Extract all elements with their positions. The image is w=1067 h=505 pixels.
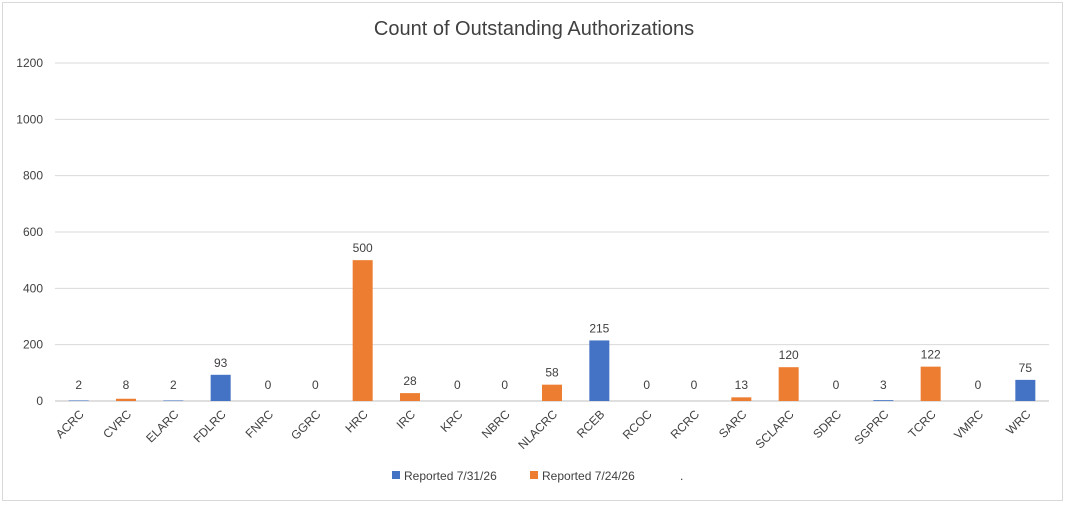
data-label-wrc: 75	[1019, 361, 1033, 375]
bar-elarc	[163, 400, 184, 401]
category-label-acrc: ACRC	[53, 407, 87, 441]
data-label-nbrc: 0	[501, 378, 508, 392]
data-label-cvrc: 8	[123, 378, 130, 392]
y-tick-label: 200	[23, 338, 43, 352]
data-label-elarc: 2	[170, 378, 177, 392]
category-label-cvrc: CVRC	[100, 407, 134, 441]
category-label-vmrc: VMRC	[951, 407, 986, 442]
category-label-rcoc: RCOC	[620, 407, 655, 442]
data-label-nlacrc: 58	[545, 366, 559, 380]
data-label-vmrc: 0	[975, 378, 982, 392]
y-tick-label: 1000	[16, 112, 43, 126]
y-tick-label: 0	[36, 394, 43, 408]
data-label-hrc: 500	[353, 241, 373, 255]
data-label-sclarc: 120	[779, 348, 799, 362]
bar-sgprc	[873, 400, 894, 401]
data-label-sgprc: 3	[880, 378, 887, 392]
category-label-hrc: HRC	[343, 407, 372, 436]
data-label-rcrc: 0	[691, 378, 698, 392]
legend-swatch	[392, 471, 400, 479]
legend: Reported 7/31/26 Reported 7/24/26.	[392, 469, 683, 483]
bar-sclarc	[778, 367, 799, 401]
category-label-fdlrc: FDLRC	[191, 407, 229, 445]
legend-label: Reported 7/31/26	[404, 469, 497, 483]
data-label-sdrc: 0	[833, 378, 840, 392]
category-label-fnrc: FNRC	[243, 407, 277, 441]
y-tick-label: 600	[23, 225, 43, 239]
bar-nlacrc	[542, 384, 562, 401]
category-label-elarc: ELARC	[143, 407, 181, 445]
bar-tcrc	[920, 366, 941, 401]
legend-item-1: Reported 7/31/26	[392, 469, 497, 483]
y-tick-label: 800	[23, 169, 43, 183]
bar-irc	[400, 393, 420, 401]
bar-cvrc	[116, 398, 136, 401]
y-tick-label: 1200	[16, 56, 43, 70]
category-label-tcrc: TCRC	[905, 407, 939, 441]
bar-sarc	[731, 397, 752, 401]
data-label-fnrc: 0	[265, 378, 272, 392]
data-label-rceb: 215	[589, 321, 609, 335]
bar-hrc	[352, 260, 373, 401]
category-label-ggrc: GGRC	[288, 407, 324, 443]
bar-wrc	[1015, 379, 1036, 401]
bar-acrc	[68, 400, 89, 401]
x-axis-category-labels: ACRC CVRC ELARC FDLRC FNRC GGRC HRC IRC KRC NBRC N…	[53, 407, 1034, 452]
data-label-tcrc: 122	[921, 348, 941, 362]
category-label-sdrc: SDRC	[810, 407, 844, 441]
y-tick-label: 400	[23, 281, 43, 295]
legend-label: Reported 7/24/26	[542, 469, 635, 483]
legend-swatch	[530, 471, 538, 479]
category-label-rcrc: RCRC	[668, 407, 703, 442]
category-label-krc: KRC	[438, 407, 466, 435]
data-label-irc: 28	[403, 374, 417, 388]
legend-label: .	[680, 469, 683, 483]
data-label-acrc: 2	[75, 378, 82, 392]
legend-item-3: .	[668, 469, 683, 483]
data-label-fdlrc: 93	[214, 356, 228, 370]
category-label-irc: IRC	[394, 407, 419, 432]
chart-title: Count of Outstanding Authorizations	[374, 18, 694, 40]
legend-item-2: Reported 7/24/26	[530, 469, 635, 483]
category-label-nlacrc: NLACRC	[515, 407, 560, 452]
data-label-sarc: 13	[735, 378, 749, 392]
bar-fdlrc	[210, 374, 231, 401]
gridlines	[55, 62, 1049, 402]
category-label-sarc: SARC	[716, 407, 750, 441]
y-axis-tick-labels: 0 200 400 600 800 1000 1200	[16, 56, 43, 408]
category-label-nbrc: NBRC	[479, 407, 513, 441]
bar-rceb	[589, 340, 610, 401]
data-label-krc: 0	[454, 378, 461, 392]
bars	[68, 260, 1036, 401]
category-label-rceb: RCEB	[574, 407, 607, 440]
category-label-sgprc: SGPRC	[851, 407, 891, 447]
data-label-rcoc: 0	[643, 378, 650, 392]
bar-chart: Count of Outstanding Authorizations 0200…	[16, 18, 1049, 483]
category-label-wrc: WRC	[1003, 407, 1033, 437]
legend-swatch	[668, 471, 676, 479]
category-label-sclarc: SCLARC	[752, 407, 797, 452]
data-label-ggrc: 0	[312, 378, 319, 392]
